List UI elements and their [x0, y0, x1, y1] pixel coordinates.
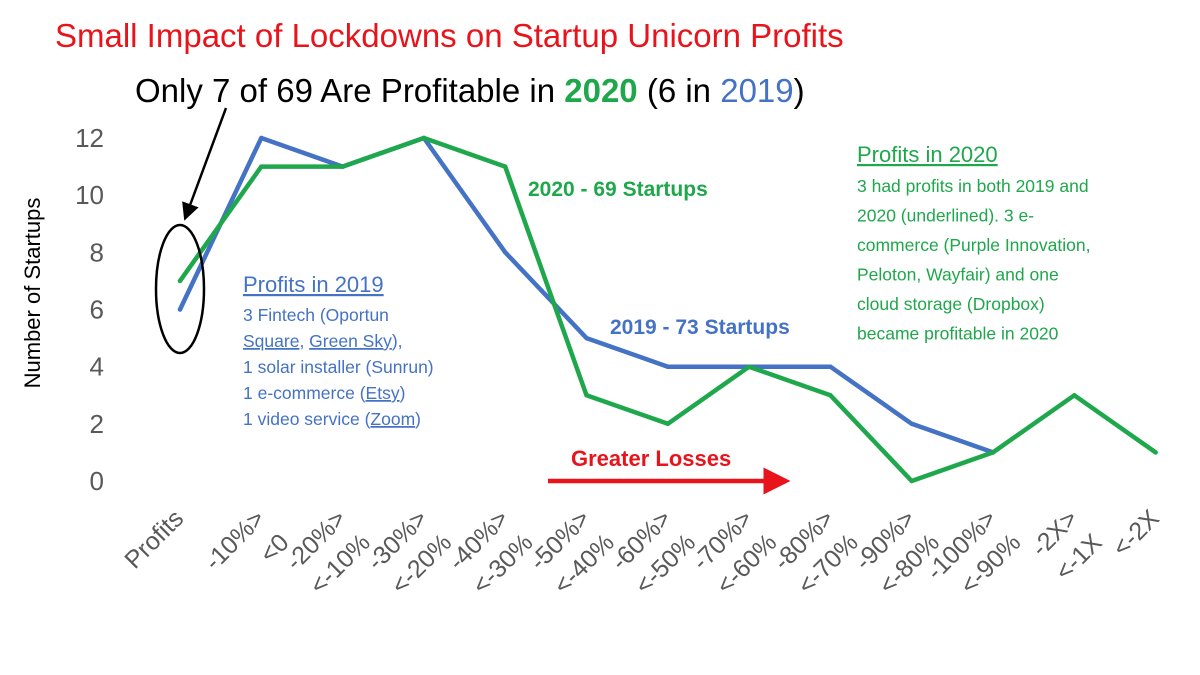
- annotation-2020-line: commerce (Purple Innovation,: [857, 235, 1090, 255]
- data-point: [584, 335, 589, 341]
- data-point: [421, 135, 427, 141]
- y-tick-label: 0: [90, 466, 104, 496]
- data-point: [828, 393, 833, 398]
- series-label-2020: 2020 - 69 Startups: [528, 178, 708, 201]
- data-point: [340, 164, 345, 169]
- x-tick-label: -20%><-10%: [280, 504, 375, 599]
- x-tick-group: Profits -10%><0-20%><-10%-30%><-20%-40%><…: [119, 504, 1165, 609]
- data-point: [584, 393, 589, 398]
- annotation-2019-line: Square, Green Sky),: [243, 331, 403, 351]
- annotation-2020-line: became profitable in 2020: [857, 324, 1059, 344]
- subtitle-part2: (6 in: [638, 72, 721, 109]
- profits-highlight-ellipse: [154, 223, 206, 355]
- annotation-2020-line: Peloton, Wayfair) and one: [857, 265, 1059, 285]
- x-tick-label: -50%><-40%: [524, 504, 619, 599]
- x-tick-label: -90%><-80%: [850, 504, 945, 599]
- data-point: [909, 421, 914, 427]
- x-tick-label: -10%><0: [199, 504, 294, 599]
- data-point: [665, 364, 670, 369]
- subtitle-year-2020: 2020: [564, 72, 637, 109]
- data-point: [1072, 393, 1077, 398]
- annotation-2020-line: 2020 (underlined). 3 e-: [857, 206, 1034, 226]
- chart-title: Small Impact of Lockdowns on Startup Uni…: [55, 17, 844, 54]
- x-tick-label-line: <-2X: [1107, 504, 1165, 562]
- y-tick-label: 10: [75, 180, 104, 210]
- data-point: [503, 164, 508, 169]
- data-point: [1153, 450, 1158, 455]
- y-tick-label: 4: [90, 352, 104, 382]
- x-tick-label-line: -10%>: [199, 504, 270, 575]
- data-point: [177, 278, 183, 284]
- annotation-2019-segment: Zoom: [370, 409, 415, 429]
- annotation-2019-segment: Square: [243, 331, 299, 351]
- data-point: [909, 478, 914, 484]
- annotation-2019-segment: Green Sky: [309, 331, 392, 351]
- data-point: [746, 364, 752, 369]
- annotation-2019-heading: Profits in 2019: [243, 272, 384, 297]
- data-point: [259, 135, 264, 141]
- x-tick-label: -40%><-30%: [443, 504, 538, 599]
- annotation-profits-2020: Profits in 2020 3 had profits in both 20…: [857, 142, 1090, 344]
- annotation-2019-segment: ),: [392, 331, 403, 351]
- x-tick-label: -70%><-60%: [687, 504, 782, 599]
- annotation-2020-line: 3 had profits in both 2019 and: [857, 176, 1089, 196]
- x-tick-label-line: Profits: [119, 504, 189, 574]
- y-tick-group: 0 2 4 6 8 10 12: [75, 123, 104, 496]
- y-axis-label: Number of Startups: [20, 198, 45, 389]
- annotation-2019-segment: 3 Fintech (Oportun: [243, 305, 389, 325]
- annotation-2020-line: cloud storage (Dropbox): [857, 294, 1045, 314]
- annotation-2019-segment: ): [415, 409, 421, 429]
- annotation-profits-2019: Profits in 2019 3 Fintech (Oportun Square…: [243, 272, 434, 429]
- data-point: [665, 421, 670, 427]
- subtitle-part3: ): [794, 72, 805, 109]
- y-tick-label: 12: [75, 123, 104, 153]
- x-tick-label: -2X><-1X: [1026, 504, 1108, 586]
- callout-arrow: [182, 107, 228, 221]
- annotation-2019-segment: 1 e-commerce (: [243, 383, 366, 403]
- data-point: [259, 164, 264, 169]
- subtitle-year-2019: 2019: [720, 72, 793, 109]
- annotation-2019-segment: Etsy: [366, 383, 400, 403]
- series-label-2019: 2019 - 73 Startups: [610, 316, 790, 339]
- annotation-2019-line: 1 solar installer (Sunrun): [243, 357, 434, 377]
- annotation-2019-line: 1 e-commerce (Etsy): [243, 383, 405, 403]
- x-tick-label: -100%><-90%: [921, 504, 1026, 609]
- x-tick-label: Profits: [119, 504, 189, 574]
- data-point: [990, 450, 996, 455]
- chart-subtitle: Only 7 of 69 Are Profitable in 2020 (6 i…: [135, 72, 805, 109]
- y-tick-label: 2: [90, 409, 104, 439]
- annotation-2020-heading: Profits in 2020: [857, 142, 998, 167]
- annotation-2019-line: 3 Fintech (Oportun: [243, 305, 389, 325]
- annotation-2019-line: 1 video service (Zoom): [243, 409, 421, 429]
- annotation-2019-segment: ): [400, 383, 406, 403]
- data-point: [177, 307, 183, 312]
- greater-losses-label: Greater Losses: [571, 446, 731, 471]
- data-point: [828, 364, 833, 369]
- x-tick-label: -30%><-20%: [362, 504, 457, 599]
- y-tick-label: 6: [90, 295, 104, 325]
- y-tick-label: 8: [90, 237, 104, 267]
- x-tick-label: -60%><-50%: [606, 504, 701, 599]
- annotation-2019-segment: 1 video service (: [243, 409, 371, 429]
- x-tick-label: -80%><-70%: [768, 504, 863, 599]
- series-group: [177, 135, 1158, 484]
- annotation-2019-segment: 1 solar installer (Sunrun): [243, 357, 434, 377]
- data-point: [503, 250, 508, 255]
- subtitle-part1: Only 7 of 69 Are Profitable in: [135, 72, 564, 109]
- x-tick-label: <-2X: [1107, 504, 1165, 562]
- annotation-2019-segment: ,: [299, 331, 309, 351]
